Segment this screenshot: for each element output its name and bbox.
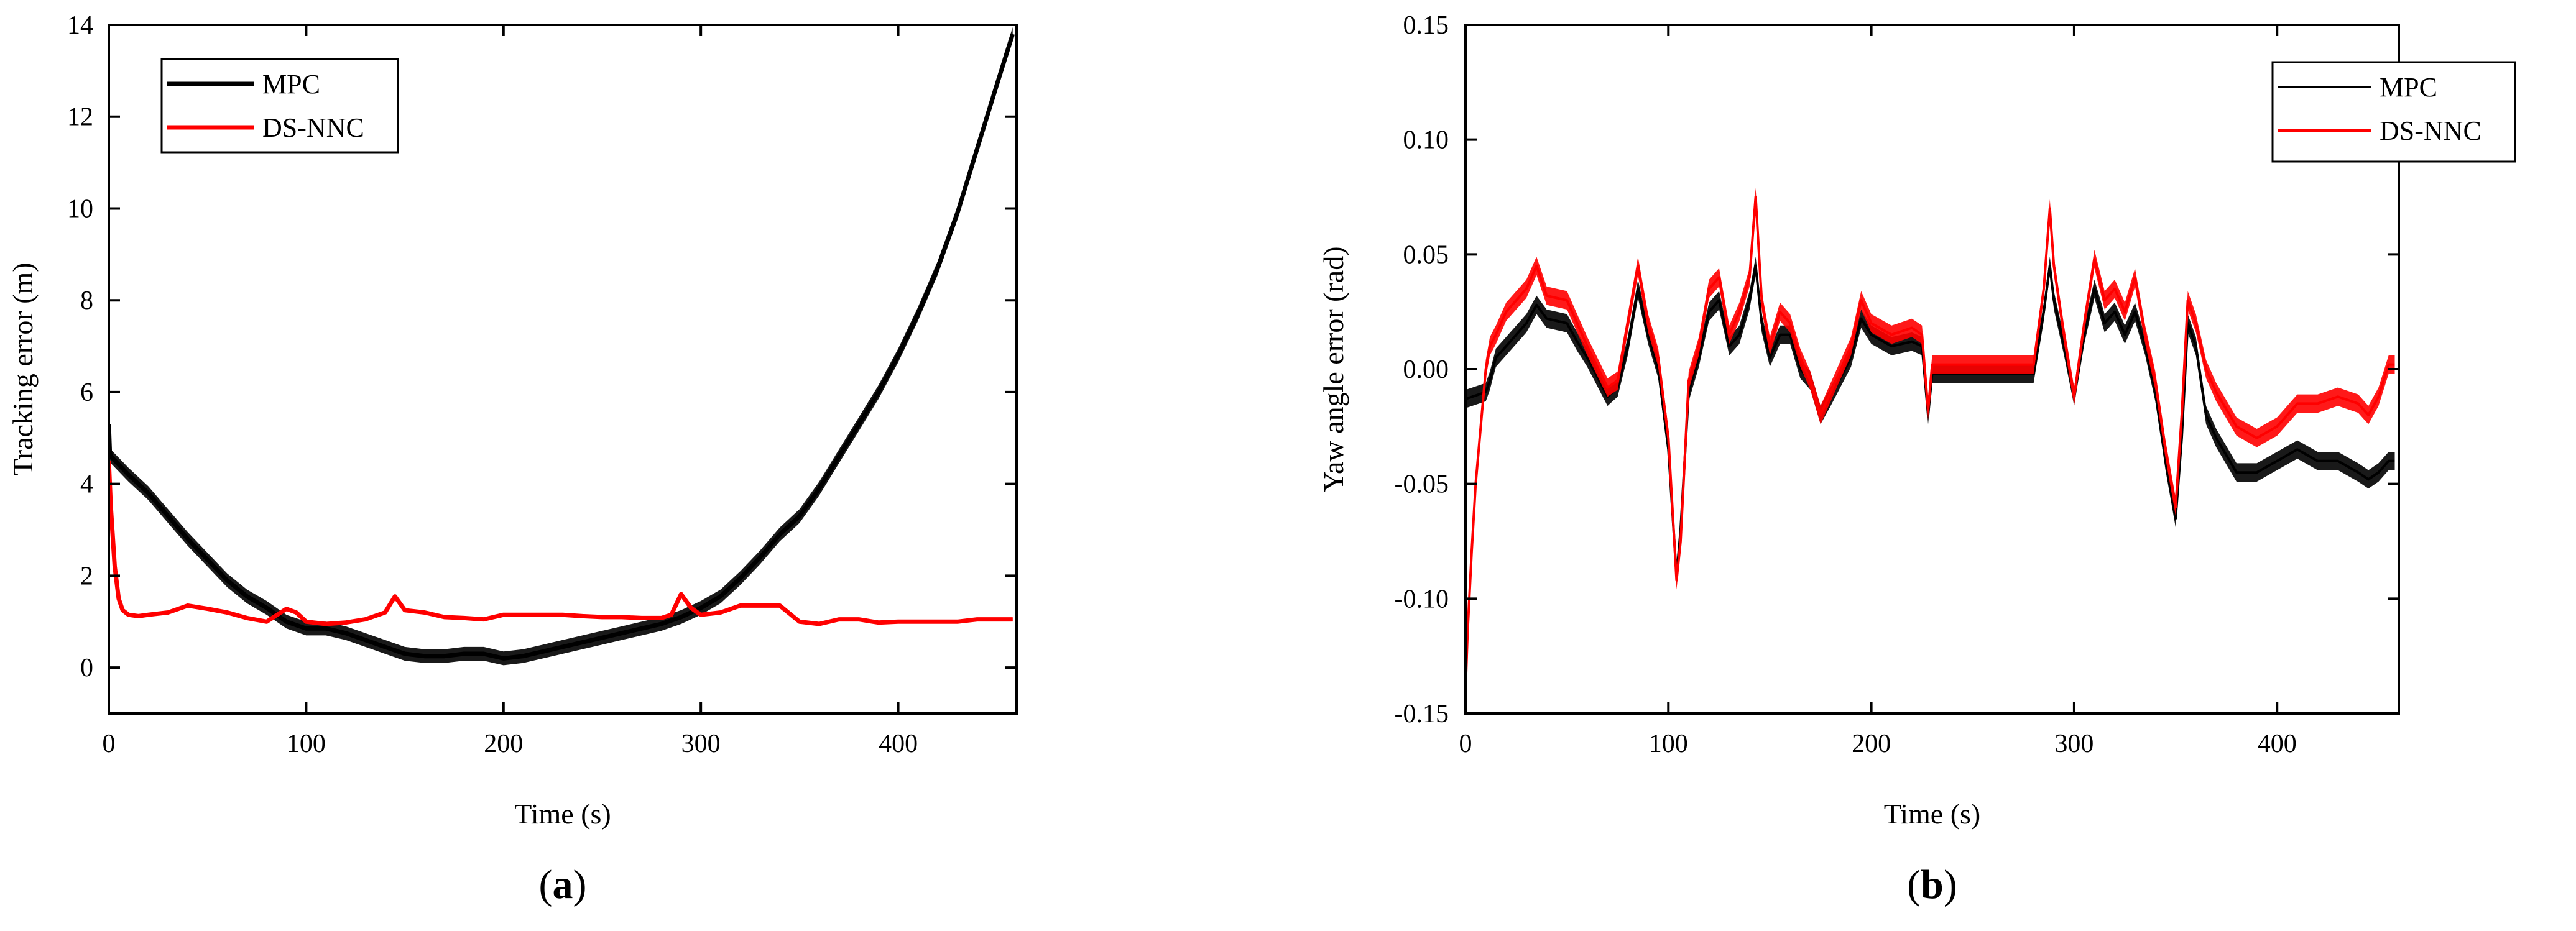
legend-label: DS-NNC (2380, 116, 2481, 146)
x-tick-label: 300 (2054, 730, 2094, 758)
y-tick-label: 12 (67, 103, 93, 132)
panel-label-letter: a (553, 862, 573, 907)
x-tick-label: 0 (103, 730, 116, 758)
legend: MPC DS-NNC (2271, 61, 2516, 163)
legend-label: MPC (2380, 72, 2437, 103)
y-tick-label: 0.05 (1403, 241, 1449, 269)
x-axis-title: Time (s) (1884, 798, 1981, 830)
x-tick-label: 300 (681, 730, 721, 758)
series-mpc-band (1466, 257, 2395, 585)
y-tick-label: 8 (80, 287, 93, 315)
y-axis-title: Yaw angle error (rad) (1318, 246, 1349, 492)
chart-panel-a: 0 100 200 300 400 0 2 4 6 8 10 12 14 Time (s) Tracking… (7, 11, 1018, 907)
panel-label-close: ) (1944, 862, 1957, 907)
legend-box (160, 58, 399, 154)
plot-frame (108, 24, 1018, 715)
x-axis-title: Time (s) (514, 798, 611, 830)
y-tick-label: 0 (80, 654, 93, 682)
panel-label-letter: b (1921, 862, 1944, 907)
x-tick-label: 200 (484, 730, 523, 758)
y-tick-label: -0.05 (1395, 470, 1449, 499)
y-tick-label: 0.00 (1403, 355, 1449, 384)
legend-label: MPC (262, 69, 320, 99)
y-tick-label: 10 (67, 195, 93, 223)
y-tick-label: 2 (80, 562, 93, 590)
series-mpc-line (109, 33, 1015, 661)
y-axis-title: Tracking error (m) (7, 262, 39, 475)
legend-box (2271, 61, 2516, 163)
plot-area (1466, 188, 2395, 700)
y-tick-label: 0.10 (1403, 126, 1449, 155)
y-tick-label: -0.15 (1395, 700, 1449, 728)
panel-label: (a) (539, 862, 587, 907)
panel-label-open: ( (539, 862, 553, 907)
x-tick-label: 400 (879, 730, 918, 758)
y-tick-label: 4 (80, 470, 93, 499)
x-tick-label: 100 (287, 730, 326, 758)
series-ds-nnc-line (1466, 196, 2395, 691)
legend-label: DS-NNC (262, 112, 364, 143)
x-tick-label: 100 (1649, 730, 1688, 758)
x-tick-label: 200 (1852, 730, 1891, 758)
y-tick-label: 6 (80, 378, 93, 407)
series-mpc-line (1466, 264, 2395, 577)
plot-area (109, 27, 1015, 666)
series-ds-nnc-line (109, 461, 1013, 626)
y-tick-label: 14 (67, 11, 93, 40)
y-tick-label: -0.10 (1395, 585, 1449, 613)
panel-label-open: ( (1907, 862, 1921, 907)
chart-panel-b: 0 100 200 300 400 -0.15 -0.10 -0.05 0.00 0.05 0.10… (1318, 11, 2516, 907)
y-tick-label: 0.15 (1403, 11, 1449, 40)
legend: MPC DS-NNC (160, 58, 399, 154)
panel-label: (b) (1907, 862, 1957, 907)
x-tick-label: 400 (2258, 730, 2297, 758)
panel-label-close: ) (573, 862, 587, 907)
x-tick-label: 0 (1459, 730, 1472, 758)
series-ds-nnc-band (1466, 188, 2395, 700)
